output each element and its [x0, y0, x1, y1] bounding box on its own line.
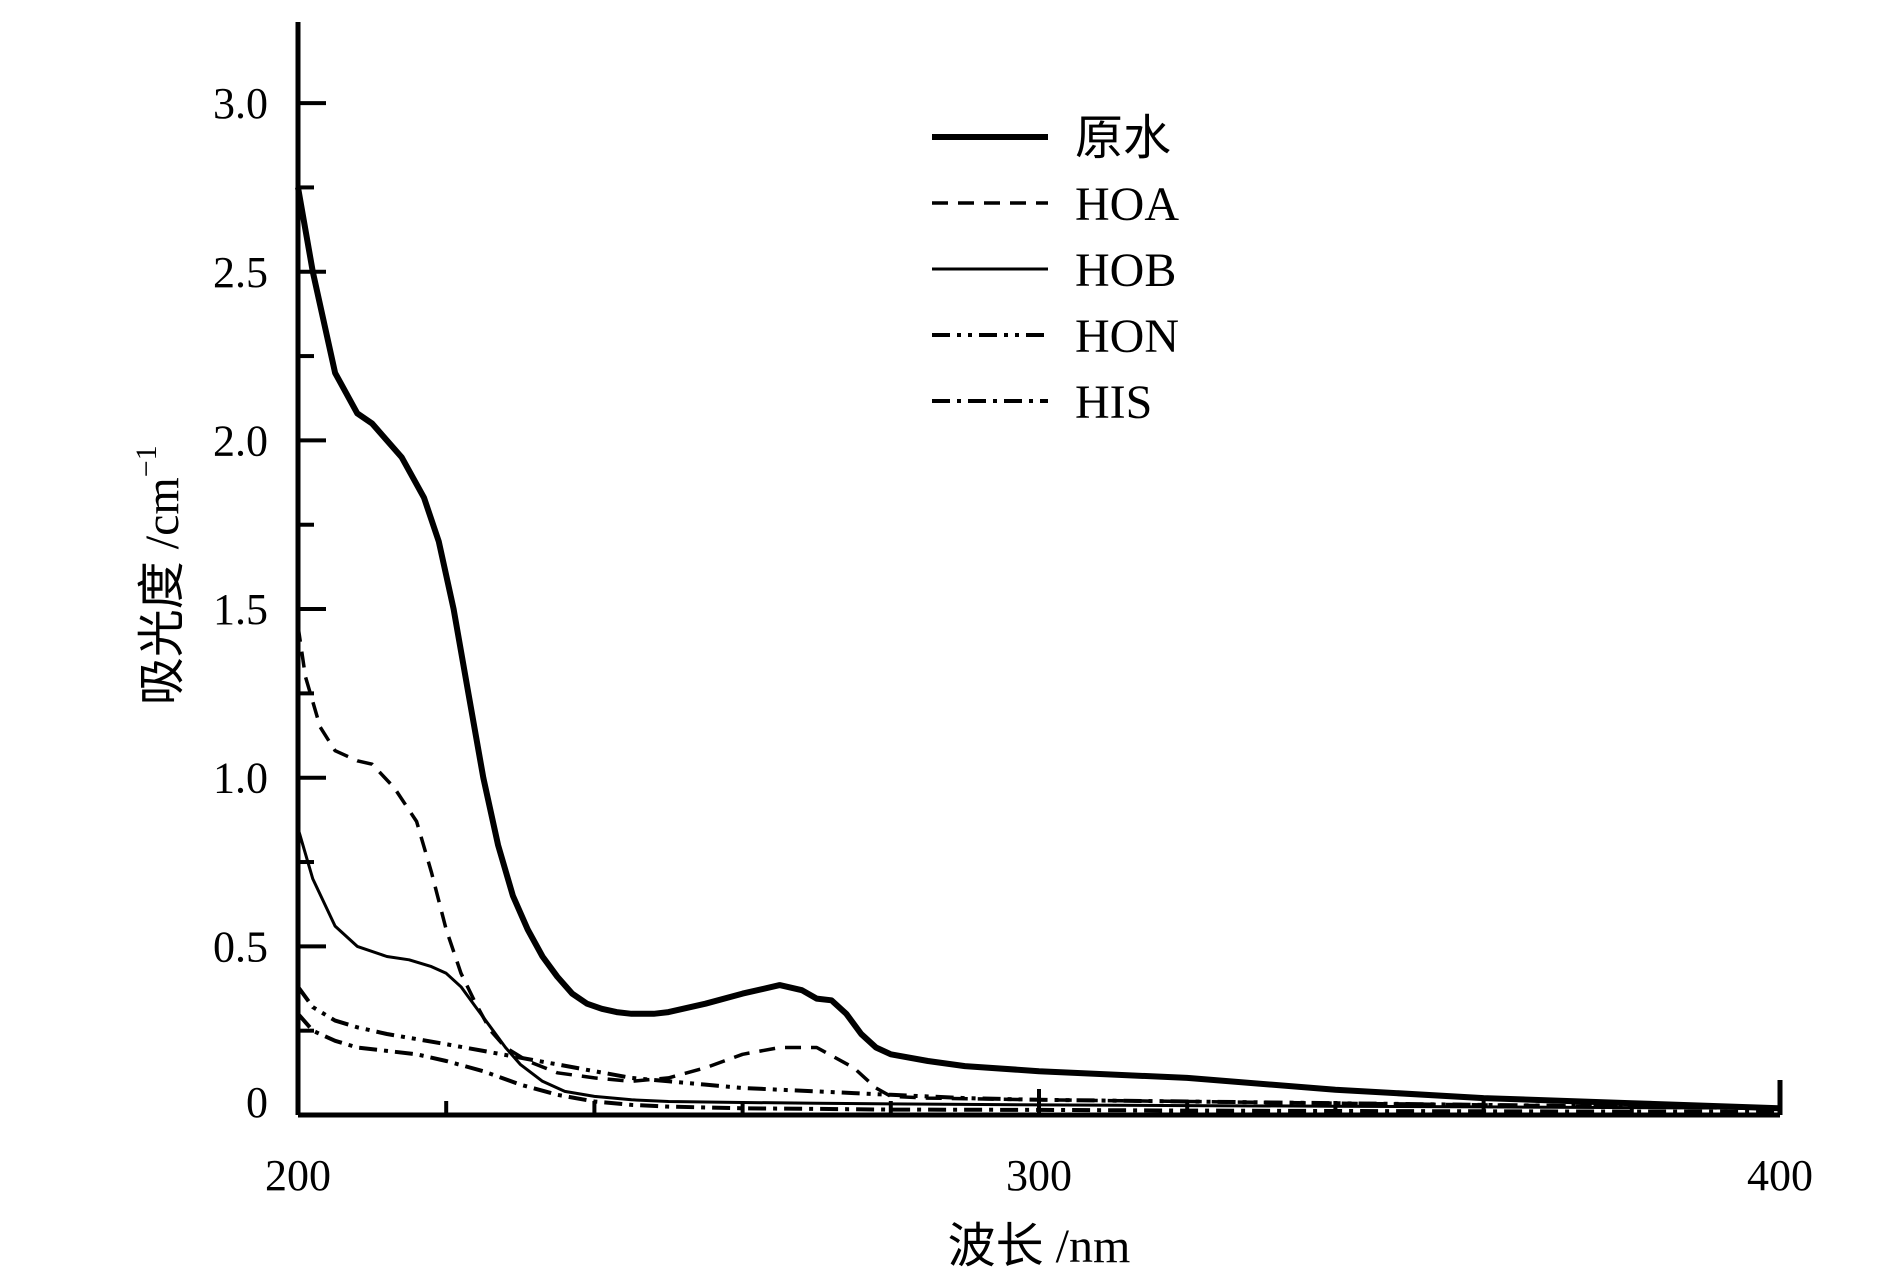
series-3-legend-label: HOB	[1075, 244, 1176, 297]
series-1-line	[295, 186, 1781, 1112]
series-1-legend-label: 原水	[1075, 112, 1171, 165]
series-3-line	[296, 827, 1781, 1110]
x-tick-label: 400	[1747, 1151, 1813, 1200]
series-5-line	[296, 1012, 1780, 1114]
series-2-line	[296, 625, 1781, 1111]
y-tick-label: 1.5	[213, 585, 268, 634]
series-4-line	[296, 985, 1781, 1111]
series-2-legend-label: HOA	[1075, 178, 1179, 231]
legend: 原水 HOA HOB HON HIS	[932, 112, 1179, 429]
y-tick-label: 2.5	[213, 248, 268, 297]
series-5-legend-label: HIS	[1075, 376, 1152, 429]
y-tick-label: 1.0	[213, 754, 268, 803]
x-tick-label: 300	[1006, 1151, 1072, 1200]
y-tick-label: 0	[246, 1078, 268, 1127]
x-axis-title: 波长 /nm	[948, 1220, 1131, 1273]
series-layer	[295, 186, 1781, 1114]
y-axis-title-superscript: −1	[130, 445, 163, 477]
y-axis-title-text: 吸光度 /cm	[136, 477, 189, 705]
y-axis-title: 吸光度 /cm−1	[130, 445, 189, 705]
y-tick-label: 3.0	[213, 79, 268, 128]
x-tick-label: 200	[265, 1151, 331, 1200]
y-tick-label: 2.0	[213, 416, 268, 465]
y-tick-label: 0.5	[213, 922, 268, 971]
series-4-legend-label: HON	[1075, 310, 1179, 363]
